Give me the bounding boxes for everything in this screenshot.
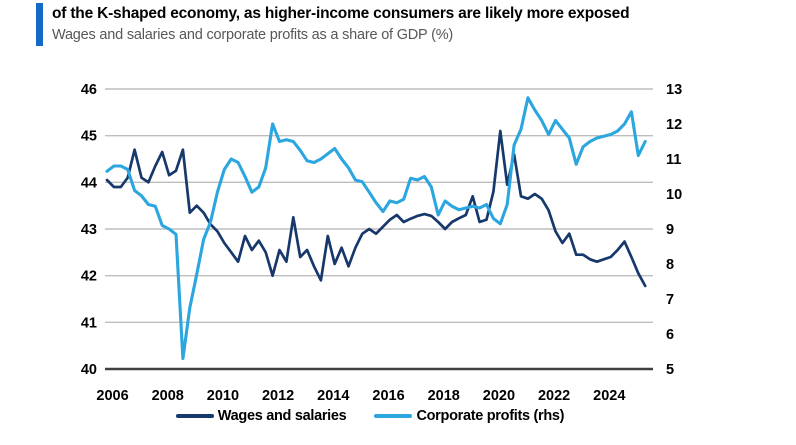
x-axis-tick-label: 2020 [483,388,515,404]
x-axis-tick-label: 2008 [152,388,184,404]
legend-item-wages: Wages and salaries [175,408,347,424]
right-axis-tick-label: 11 [666,152,681,168]
right-axis-tick-label: 6 [666,327,674,343]
legend-label-profits: Corporate profits (rhs) [416,408,565,424]
x-axis-tick-label: 2006 [96,388,128,404]
right-axis-tick-label: 9 [666,222,674,238]
right-axis-tick-label: 8 [666,257,674,273]
chart-header: of the K-shaped economy, as higher-incom… [36,3,630,46]
right-axis-tick-label: 5 [666,362,674,378]
legend-item-profits: Corporate profits (rhs) [374,408,565,424]
profits-line-swatch [374,414,413,418]
x-axis-tick-label: 2022 [538,388,570,404]
page-title: of the K-shaped economy, as higher-incom… [52,5,630,22]
x-axis-tick-label: 2018 [428,388,460,404]
x-axis-tick-label: 2016 [372,388,404,404]
chart-subtitle: Wages and salaries and corporate profits… [52,27,454,43]
left-axis-tick-label: 43 [81,222,97,238]
left-axis-tick-label: 40 [81,362,97,378]
legend-label-wages: Wages and salaries [217,408,347,424]
x-axis-tick-label: 2024 [593,388,625,404]
left-axis-tick-label: 46 [81,82,97,98]
series-line-wages [105,129,647,288]
x-axis-tick-label: 2010 [207,388,239,404]
chart-legend: Wages and salaries Corporate profits (rh… [0,408,740,424]
series-line-profits [105,96,647,361]
x-axis-tick-label: 2014 [317,388,349,404]
left-axis-tick-label: 41 [81,315,97,331]
x-axis-tick-label: 2012 [262,388,294,404]
right-axis-tick-label: 13 [666,82,682,98]
left-axis-tick-label: 44 [81,175,97,191]
wages-line-swatch [175,414,214,418]
accent-bar [36,3,43,46]
right-axis-tick-label: 12 [666,117,682,133]
right-axis-tick-label: 10 [666,187,682,203]
left-axis-tick-label: 42 [81,269,97,285]
right-axis-tick-label: 7 [666,292,674,308]
left-axis-tick-label: 45 [81,129,97,145]
